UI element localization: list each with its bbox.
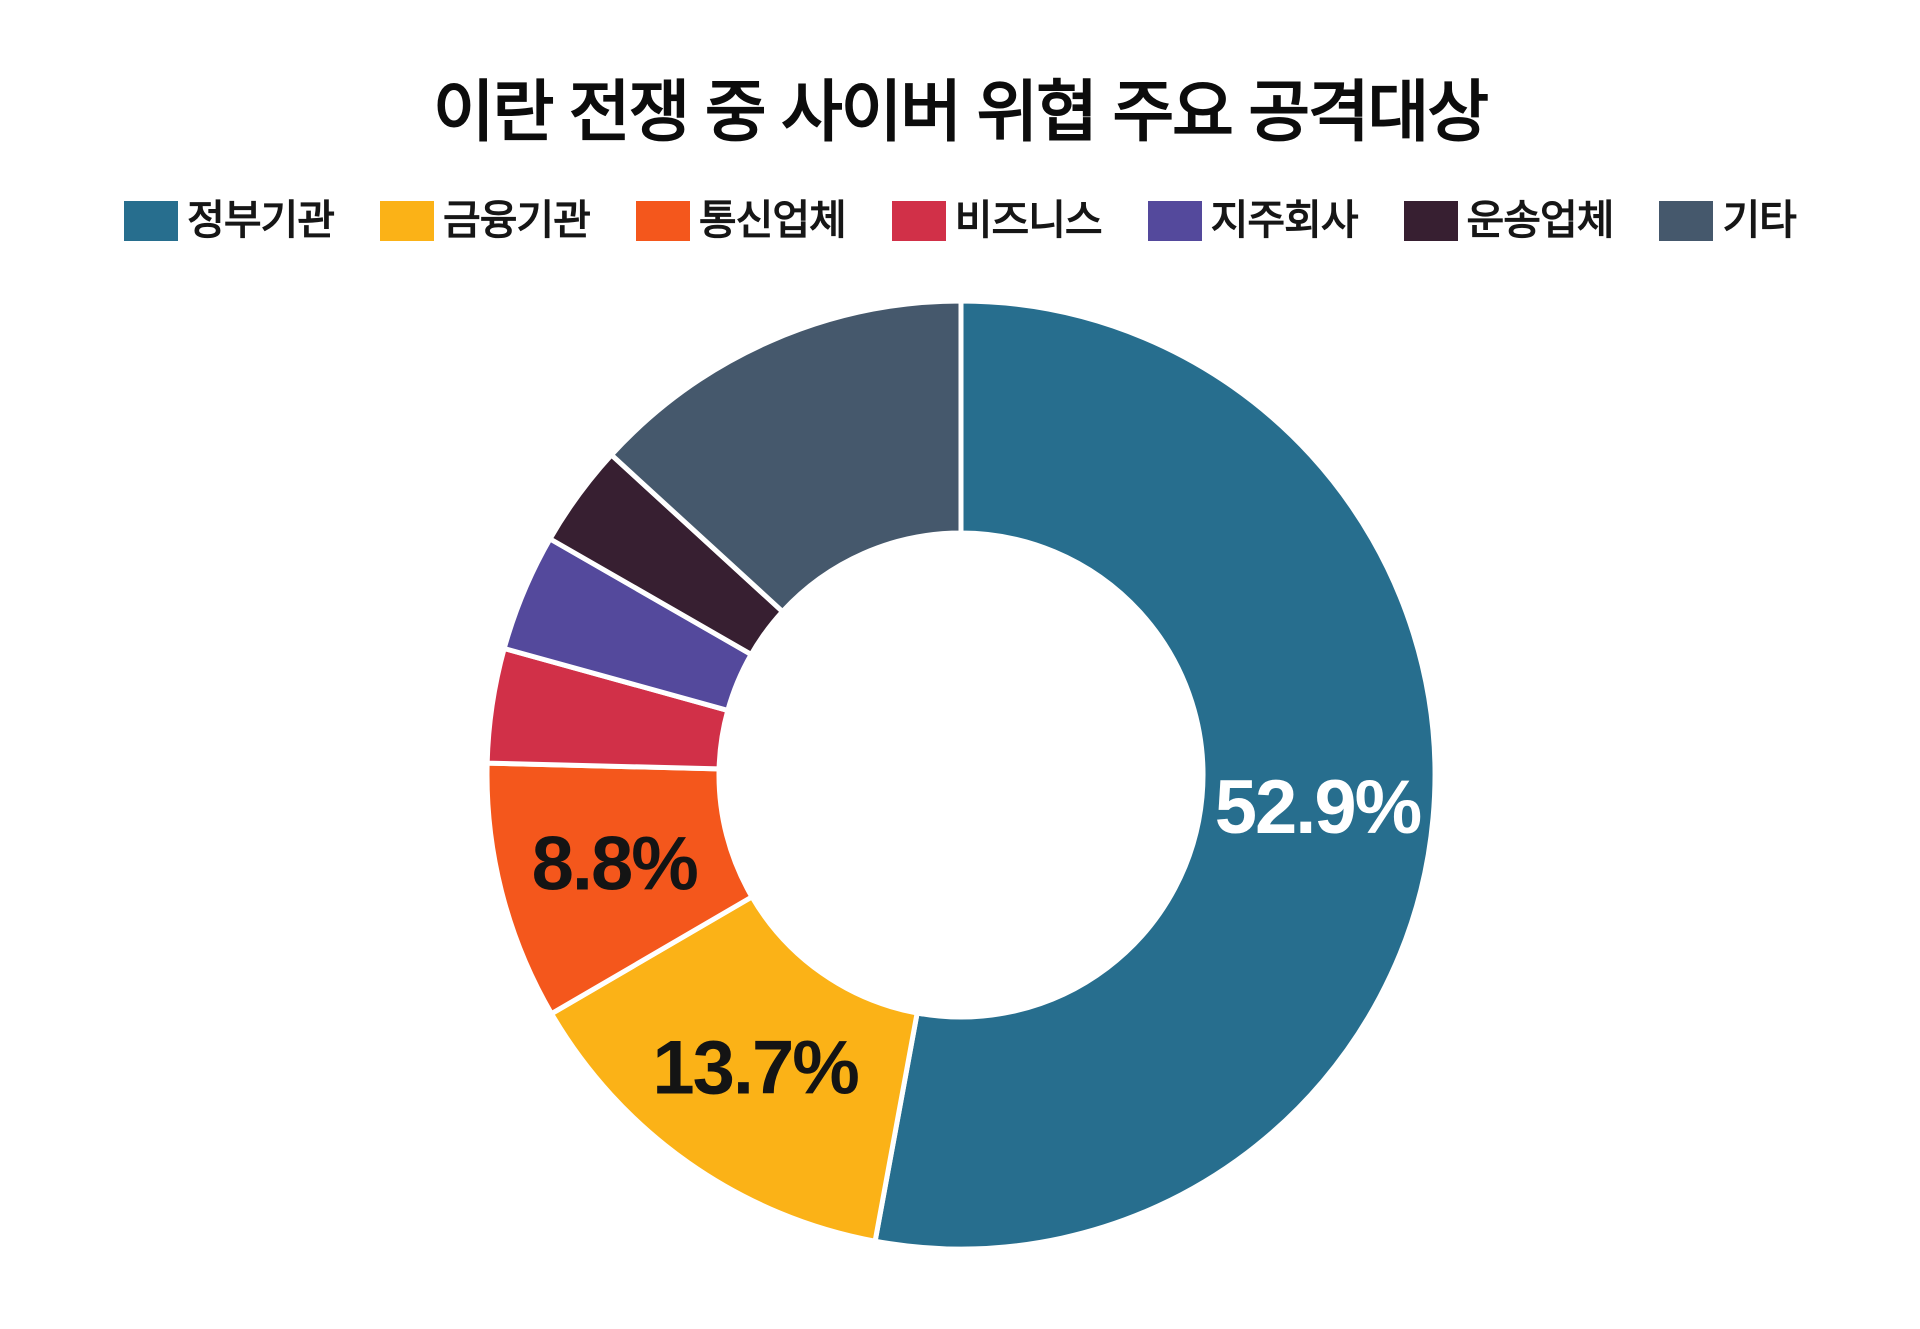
legend-label: 지주회사 xyxy=(1210,197,1359,243)
legend-item-5: 운송업체 xyxy=(1403,197,1615,243)
legend-label: 금융기관 xyxy=(442,197,591,243)
slice-data-label-2: 8.8% xyxy=(532,822,698,907)
legend-item-0: 정부기관 xyxy=(124,197,335,243)
legend-swatch-icon xyxy=(635,200,690,241)
legend-label: 기타 xyxy=(1722,197,1796,243)
slice-data-label-0: 52.9% xyxy=(1215,765,1421,850)
legend-swatch-icon xyxy=(379,200,434,241)
chart-legend: 정부기관 금융기관 통신업체 비즈니스 지주회사 운송업체 기타 xyxy=(0,200,1920,241)
legend-swatch-icon xyxy=(124,200,179,241)
legend-swatch-icon xyxy=(1659,200,1714,241)
donut-slice-6 xyxy=(607,298,964,616)
donut-slice-1 xyxy=(548,893,921,1245)
legend-label: 통신업체 xyxy=(698,197,847,243)
legend-label: 비즈니스 xyxy=(954,197,1103,243)
chart-title: 이란 전쟁 중 사이버 위협 주요 공격대상 xyxy=(433,75,1489,150)
legend-label: 운송업체 xyxy=(1466,197,1615,243)
donut-slice-0 xyxy=(872,298,1438,1252)
legend-item-2: 통신업체 xyxy=(635,197,847,243)
legend-item-1: 금융기관 xyxy=(379,197,591,243)
legend-swatch-icon xyxy=(1403,200,1458,241)
legend-label: 정부기관 xyxy=(187,197,335,243)
legend-item-3: 비즈니스 xyxy=(891,197,1103,243)
slice-data-label-1: 13.7% xyxy=(652,1025,858,1110)
legend-item-6: 기타 xyxy=(1659,197,1797,243)
legend-item-4: 지주회사 xyxy=(1147,197,1359,243)
legend-swatch-icon xyxy=(1147,200,1202,241)
legend-swatch-icon xyxy=(891,200,946,241)
